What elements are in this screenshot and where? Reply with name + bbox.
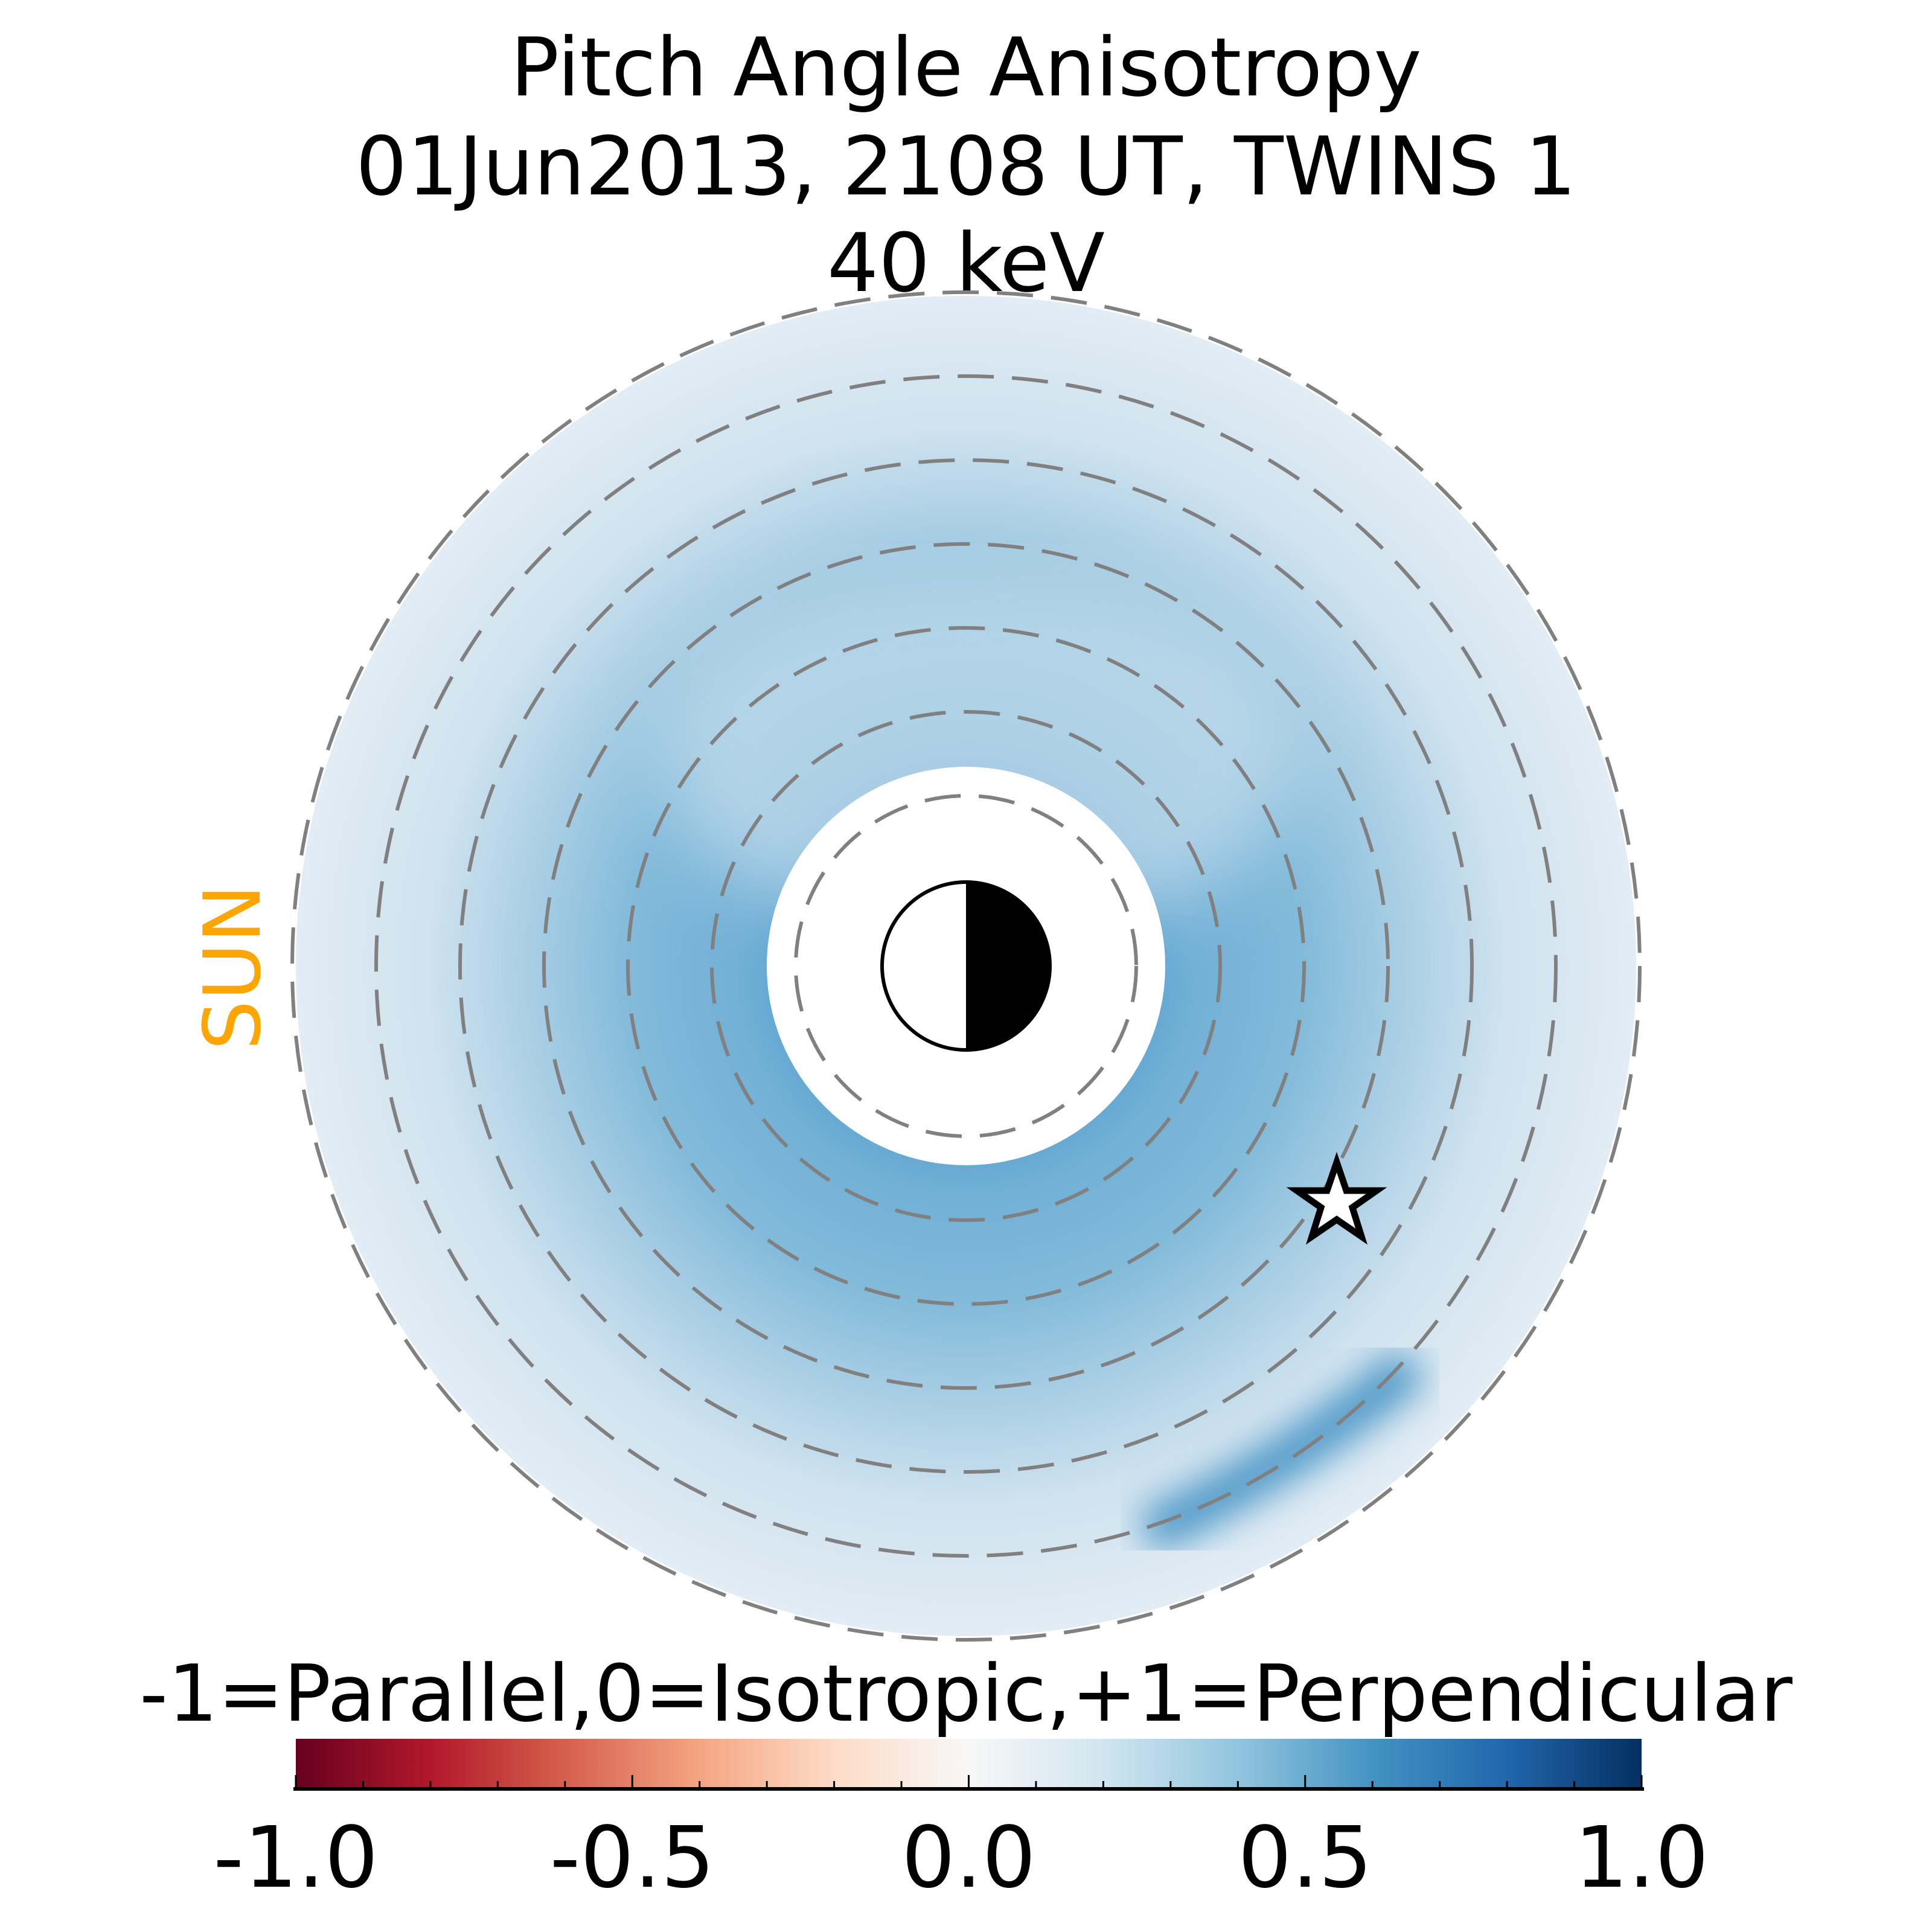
- colorbar-label: -1=Parallel,0=Isotropic,+1=Perpendicular: [139, 1648, 1793, 1739]
- distance-ring: [374, 374, 1558, 1558]
- title-line-3: 40 keV: [827, 216, 1105, 310]
- distance-ring: [626, 626, 1306, 1306]
- colorbar-tick-label: 0.0: [901, 1809, 1036, 1907]
- colorbar-tick-label: 0.5: [1238, 1809, 1372, 1907]
- distance-rings: [290, 290, 1642, 1642]
- title-line-2: 01Jun2013, 2108 UT, TWINS 1: [356, 120, 1576, 214]
- title-line-1: Pitch Angle Anisotropy: [510, 21, 1421, 115]
- spacecraft-star-icon: [1286, 1151, 1387, 1245]
- sun-direction-label: SUN: [187, 884, 278, 1051]
- colorbar-tick-label: -0.5: [550, 1809, 715, 1907]
- distance-ring: [290, 290, 1642, 1642]
- colorbar-ticks: -1.0 -0.5 0.0 0.5 1.0: [213, 1775, 1709, 1907]
- colorbar-tick-label: 1.0: [1575, 1809, 1709, 1907]
- dusk-arc-enhancement: [1137, 1348, 1427, 1553]
- colorbar-tick-label: -1.0: [213, 1809, 378, 1907]
- distance-ring: [542, 542, 1390, 1390]
- earth-icon: [880, 880, 1052, 1052]
- distance-ring: [794, 794, 1138, 1138]
- distance-ring: [458, 458, 1474, 1474]
- distance-ring: [710, 710, 1222, 1222]
